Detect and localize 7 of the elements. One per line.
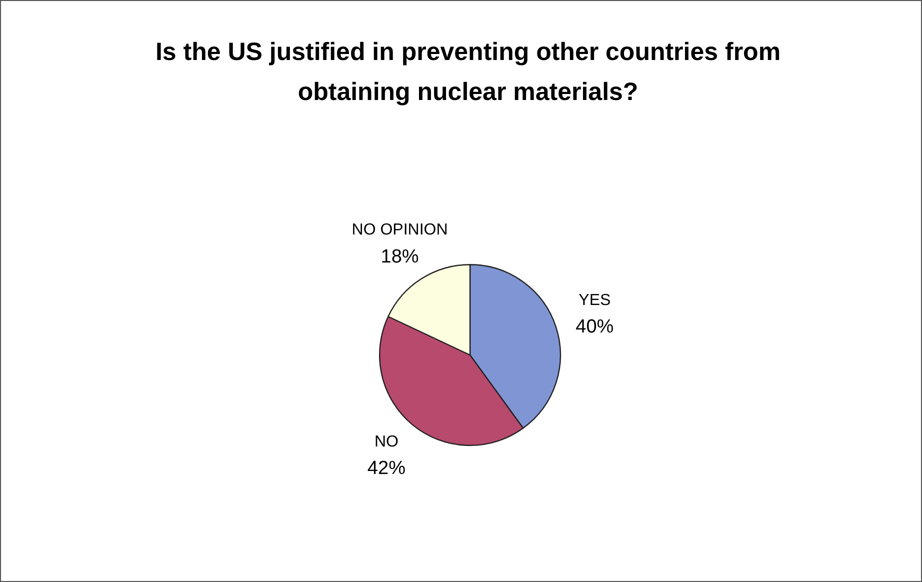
chart-title: Is the US justified in preventing other countries from obtaining nuclear materials? [155,38,781,106]
slice-label: NO OPINION [352,222,448,239]
data-label: 40% [576,316,614,338]
data-label: 42% [367,458,406,480]
data-label: 18% [380,246,419,268]
slice-label: NO [374,433,398,450]
slice-label: YES [578,292,611,309]
